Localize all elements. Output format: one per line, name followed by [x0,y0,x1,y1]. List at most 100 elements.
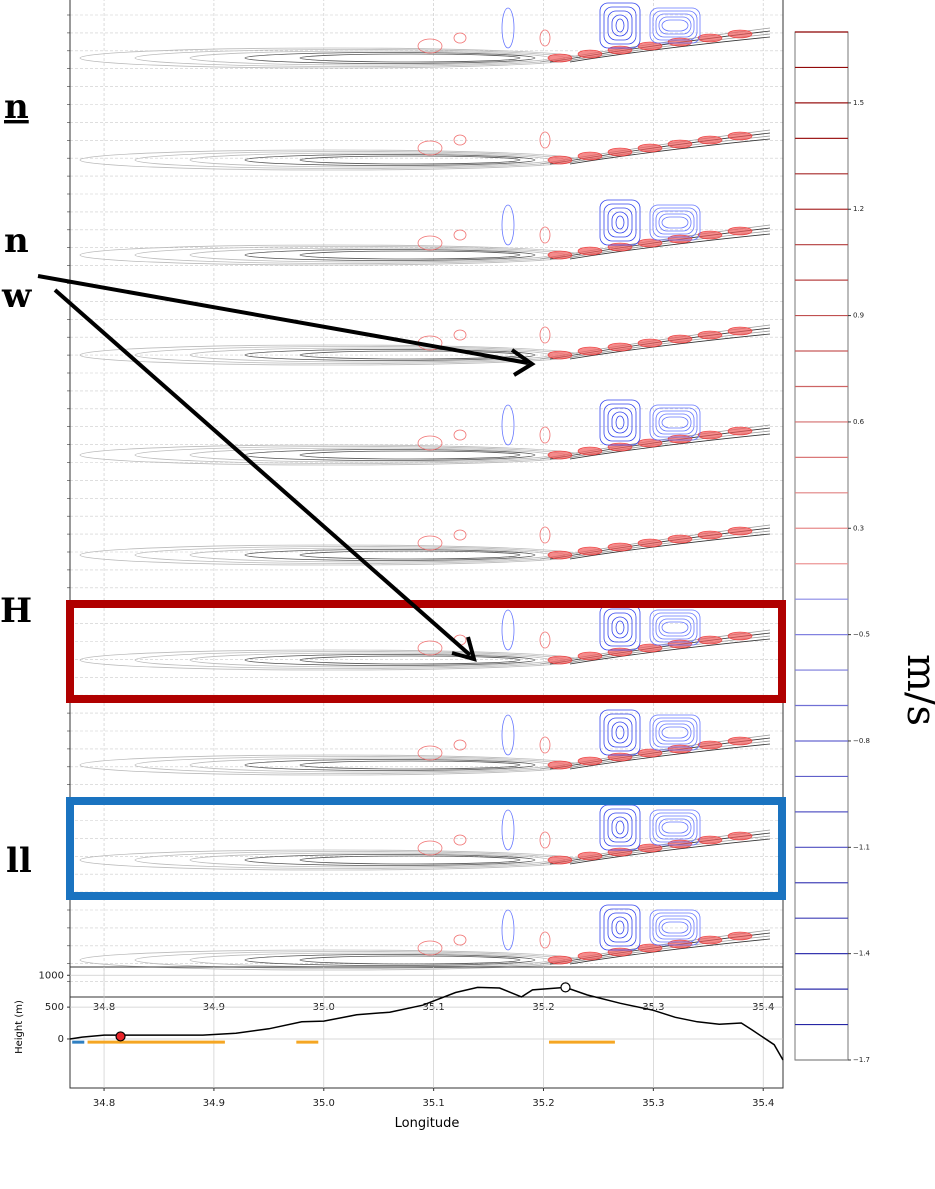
contour-blue [655,210,695,235]
contour-blue [615,620,625,635]
contour-blue [607,10,633,41]
contour-blue [501,809,515,851]
contour-red [417,235,443,251]
contour-gray [244,854,536,866]
contour-red [417,38,443,54]
contour-red [539,131,551,149]
contour-red [577,546,603,556]
contour-blue [603,203,637,242]
contour-red [697,935,723,945]
contour-blue [599,199,641,246]
contour-blue [603,713,637,752]
contour-red [697,635,723,645]
contour-blue [652,612,698,643]
y-axis-label: Height (m) [14,1000,25,1054]
contour-red [417,840,443,856]
contour-red [577,49,603,59]
contour-gray [79,344,581,366]
contour-red [607,342,633,352]
contour-red [667,639,693,649]
contour-blue [658,213,692,232]
contour-gray [79,47,581,69]
contour-gray [79,544,581,566]
contour-gray [569,36,771,63]
contour-red [453,134,467,146]
left-text: ll [6,841,32,881]
contour-blue [649,714,701,751]
contour-blue [501,909,515,951]
contour-red [539,931,551,949]
contour-gray [79,849,581,871]
contour-red [607,947,633,957]
contour-blue [661,821,689,834]
contour-gray [189,152,551,168]
contour-blue [652,812,698,843]
contour-gray [189,50,551,66]
contour-blue [611,616,629,639]
contour-blue [661,416,689,429]
contour-red [727,736,753,746]
contour-blue [599,399,641,446]
main-frame [69,0,784,998]
contour-red [577,851,603,861]
contour-red [667,434,693,444]
colorbar-tick-label: 1.5 [853,99,864,107]
contour-red [417,940,443,956]
contour-gray [244,759,536,771]
x-tick-label: 35.4 [752,1098,774,1109]
contour-red [547,550,573,560]
contour-gray [134,446,566,464]
contour-blue [655,915,695,940]
x-tick-label: 34.9 [203,1098,225,1109]
contour-red [727,29,753,39]
contour-red [539,526,551,544]
contour-red [547,450,573,460]
contour-blue [607,717,633,748]
colorbar-frame [794,31,849,1061]
colorbar-tick-label: −1.1 [853,843,870,851]
contour-blue [652,10,698,41]
contour-red [637,438,663,448]
contour-blue [603,808,637,847]
contour-blue [603,608,637,647]
contour-blue [655,410,695,435]
contour-red [607,752,633,762]
contour-blue [611,816,629,839]
contour-red [727,931,753,941]
contour-blue [611,14,629,37]
contour-red [417,640,443,656]
contour-red [547,155,573,165]
contour-gray [569,138,771,165]
contour-blue [603,6,637,45]
contour-red [547,760,573,770]
contour-gray [244,954,536,966]
colorbar-tick-label: 0.3 [853,524,864,532]
contour-gray [299,955,521,965]
contour-gray [134,246,566,264]
contour-gray [299,655,521,665]
contour-red [607,45,633,55]
contour-red [577,151,603,161]
contour-red [607,647,633,657]
contour-red [697,835,723,845]
contour-gray [189,852,551,868]
contour-red [667,839,693,849]
contour-gray [299,550,521,560]
contour-blue [501,404,515,446]
contour-blue [649,609,701,646]
contour-gray [244,249,536,261]
contour-red [417,140,443,156]
contour-red [727,326,753,336]
contour-blue [615,920,625,935]
contour-gray [569,333,771,360]
contour-red [637,748,663,758]
contour-gray [189,757,551,773]
contour-gray [299,53,521,63]
contour-blue [655,815,695,840]
contour-red [453,32,467,44]
contour-blue [658,918,692,937]
contour-gray [189,652,551,668]
x-tick-label: 34.8 [93,1098,115,1109]
contour-gray [79,444,581,466]
